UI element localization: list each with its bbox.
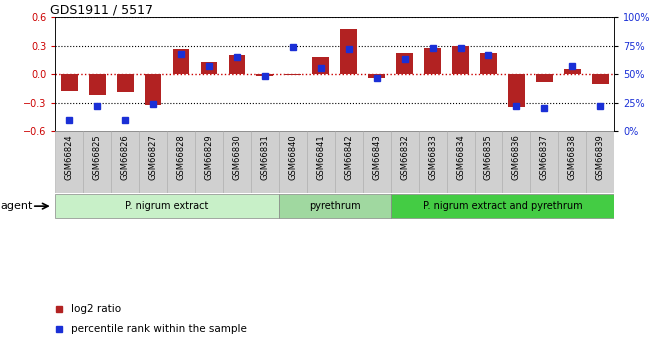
Bar — [223, 131, 251, 193]
Bar — [195, 131, 223, 193]
Bar — [55, 131, 83, 193]
Text: P. nigrum extract: P. nigrum extract — [125, 201, 209, 210]
Text: percentile rank within the sample: percentile rank within the sample — [71, 324, 247, 334]
Text: pyrethrum: pyrethrum — [309, 201, 361, 210]
Text: GSM66834: GSM66834 — [456, 134, 465, 180]
Text: GSM66827: GSM66827 — [149, 134, 157, 180]
Text: GSM66832: GSM66832 — [400, 134, 409, 180]
Text: GDS1911 / 5517: GDS1911 / 5517 — [49, 3, 153, 16]
Bar — [391, 131, 419, 193]
Bar — [139, 131, 167, 193]
Bar — [257, 74, 273, 76]
Bar — [508, 74, 525, 107]
Bar — [89, 74, 105, 95]
Text: P. nigrum extract and pyrethrum: P. nigrum extract and pyrethrum — [422, 201, 582, 210]
Bar — [341, 29, 357, 74]
Bar — [391, 195, 614, 218]
Text: GSM66833: GSM66833 — [428, 134, 437, 180]
Bar — [564, 69, 580, 74]
Bar — [313, 57, 329, 74]
Bar — [145, 74, 161, 105]
Text: GSM66839: GSM66839 — [596, 134, 605, 180]
Text: GSM66825: GSM66825 — [93, 134, 101, 180]
Text: GSM66843: GSM66843 — [372, 134, 381, 180]
Text: GSM66831: GSM66831 — [261, 134, 269, 180]
Bar — [279, 131, 307, 193]
Text: agent: agent — [0, 201, 32, 211]
Text: GSM66835: GSM66835 — [484, 134, 493, 180]
Bar — [536, 74, 552, 82]
Bar — [558, 131, 586, 193]
Bar — [307, 131, 335, 193]
Text: GSM66826: GSM66826 — [121, 134, 129, 180]
Bar — [447, 131, 474, 193]
Bar — [586, 131, 614, 193]
Bar — [369, 74, 385, 78]
Bar — [363, 131, 391, 193]
Bar — [279, 195, 391, 218]
Bar — [419, 131, 447, 193]
Bar — [111, 131, 139, 193]
Text: GSM66829: GSM66829 — [205, 134, 213, 180]
Bar — [424, 48, 441, 74]
Bar — [502, 131, 530, 193]
Bar — [61, 74, 77, 91]
Bar — [229, 55, 245, 74]
Bar — [167, 131, 195, 193]
Bar — [117, 74, 133, 92]
Text: GSM66830: GSM66830 — [233, 134, 241, 180]
Text: GSM66828: GSM66828 — [177, 134, 185, 180]
Text: GSM66841: GSM66841 — [317, 134, 325, 180]
Bar — [452, 46, 469, 74]
Text: GSM66836: GSM66836 — [512, 134, 521, 180]
Bar — [396, 53, 413, 74]
Bar — [285, 74, 301, 75]
Text: log2 ratio: log2 ratio — [71, 304, 121, 314]
Bar — [201, 62, 217, 74]
Bar — [55, 195, 279, 218]
Text: GSM66824: GSM66824 — [65, 134, 73, 180]
Text: GSM66842: GSM66842 — [344, 134, 353, 180]
Bar — [474, 131, 502, 193]
Bar — [83, 131, 111, 193]
Bar — [173, 49, 189, 74]
Text: GSM66840: GSM66840 — [289, 134, 297, 180]
Bar — [480, 53, 497, 74]
Text: GSM66838: GSM66838 — [568, 134, 577, 180]
Bar — [592, 74, 608, 84]
Bar — [530, 131, 558, 193]
Bar — [335, 131, 363, 193]
Text: GSM66837: GSM66837 — [540, 134, 549, 180]
Bar — [251, 131, 279, 193]
